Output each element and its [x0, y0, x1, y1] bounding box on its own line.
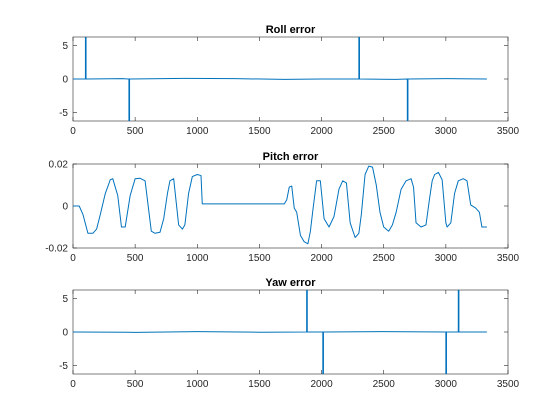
- subplot-2: 0 500 1000 1500 2000 2500 3000 3500-0.0200.02Pi…: [45, 151, 519, 264]
- x-tick-label: 3000: [435, 126, 458, 137]
- x-tick-label: 2500: [373, 379, 396, 390]
- series-line: [73, 37, 487, 121]
- x-tick-label: 500: [127, 126, 144, 137]
- x-tick-label: 1000: [186, 253, 209, 264]
- x-tick-label: 500: [127, 379, 144, 390]
- x-tick-label: 3500: [497, 126, 520, 137]
- x-tick-label: 3000: [435, 253, 458, 264]
- x-tick-label: 3500: [497, 253, 520, 264]
- x-tick-label: 3500: [497, 379, 520, 390]
- y-tick-label: -5: [59, 108, 68, 119]
- x-tick-label: 2000: [310, 126, 333, 137]
- x-tick-label: 1000: [186, 126, 209, 137]
- x-tick-label: 1500: [248, 253, 271, 264]
- x-tick-label: 2500: [373, 253, 396, 264]
- x-tick-label: 1000: [186, 379, 209, 390]
- x-tick-label: 500: [127, 253, 144, 264]
- x-tick-label: 2500: [373, 126, 396, 137]
- y-tick-label: 0: [62, 75, 68, 86]
- x-tick-label: 2000: [310, 253, 333, 264]
- x-tick-label: 3000: [435, 379, 458, 390]
- y-tick-label: 0.02: [49, 160, 69, 171]
- x-tick-label: 0: [70, 379, 76, 390]
- y-tick-label: 5: [62, 41, 68, 52]
- x-tick-label: 1500: [248, 126, 271, 137]
- series-line: [73, 290, 487, 374]
- chart-title: Pitch error: [263, 151, 319, 163]
- x-tick-label: 2000: [310, 379, 333, 390]
- chart-title: Yaw error: [265, 277, 316, 289]
- y-tick-label: -0.02: [45, 244, 68, 255]
- chart-title: Roll error: [266, 24, 316, 36]
- axes-frame: [72, 163, 509, 249]
- x-tick-label: 0: [70, 253, 76, 264]
- series-line: [73, 165, 487, 245]
- y-tick-label: -5: [59, 361, 68, 372]
- x-tick-label: 0: [70, 126, 76, 137]
- y-tick-label: 5: [62, 294, 68, 305]
- x-tick-label: 1500: [248, 379, 271, 390]
- y-tick-label: 0: [62, 328, 68, 339]
- y-tick-label: 0: [62, 202, 68, 213]
